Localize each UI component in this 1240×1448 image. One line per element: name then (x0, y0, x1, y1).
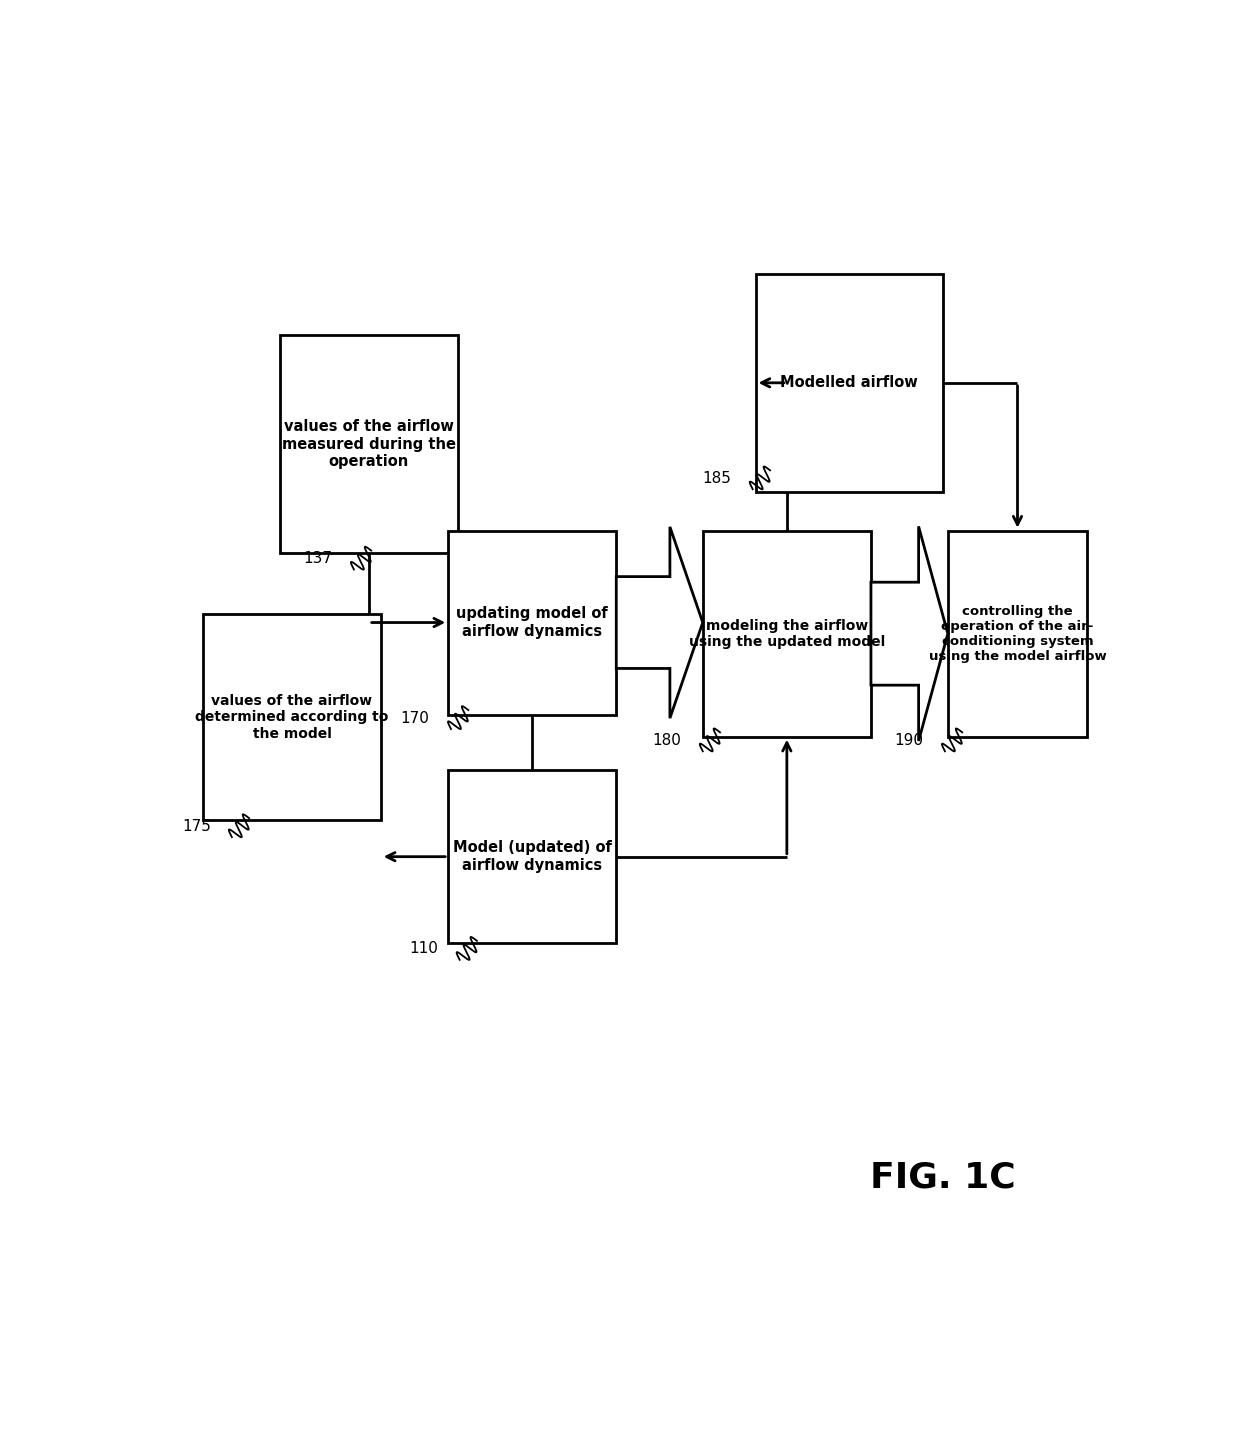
Bar (280, 336, 458, 553)
Bar (448, 770, 616, 943)
Bar (448, 530, 616, 714)
Text: FIG. 1C: FIG. 1C (870, 1160, 1016, 1195)
Text: 110: 110 (409, 941, 439, 957)
Text: 185: 185 (703, 471, 732, 487)
Text: Modelled airflow: Modelled airflow (780, 375, 918, 391)
Text: 170: 170 (401, 711, 429, 725)
Text: modeling the airflow
using the updated model: modeling the airflow using the updated m… (688, 618, 885, 649)
Bar (203, 614, 381, 821)
Text: 175: 175 (182, 818, 211, 834)
Polygon shape (616, 527, 703, 718)
Text: 190: 190 (895, 733, 924, 749)
Text: controlling the
operation of the air-
conditioning system
using the model airflo: controlling the operation of the air- co… (929, 605, 1106, 663)
Text: 180: 180 (652, 733, 682, 749)
Bar (755, 274, 944, 491)
Text: values of the airflow
determined according to
the model: values of the airflow determined accordi… (195, 694, 388, 740)
Text: updating model of
airflow dynamics: updating model of airflow dynamics (456, 607, 608, 639)
Text: Model (updated) of
airflow dynamics: Model (updated) of airflow dynamics (453, 840, 611, 873)
Polygon shape (870, 527, 947, 741)
Bar (947, 530, 1087, 737)
Text: 137: 137 (304, 552, 332, 566)
Bar (703, 530, 870, 737)
Text: values of the airflow
measured during the
operation: values of the airflow measured during th… (281, 420, 456, 469)
